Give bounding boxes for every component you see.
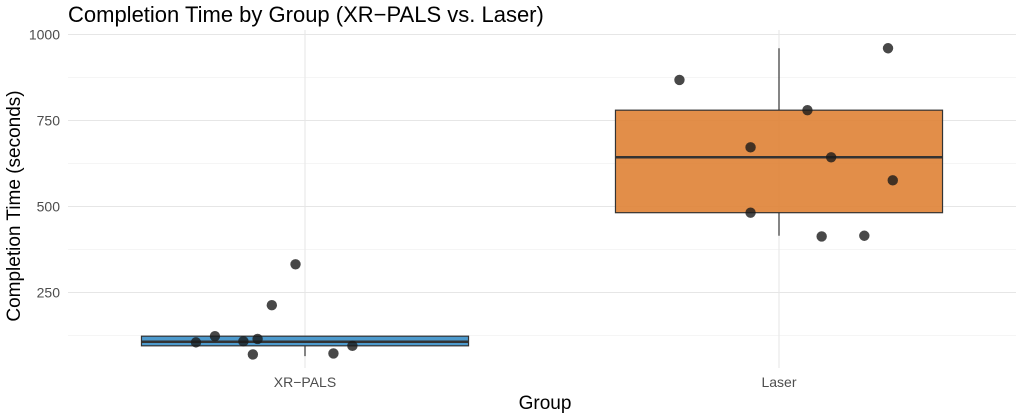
data-point (859, 230, 870, 241)
data-point (190, 337, 202, 348)
y-tick-label: 750 (37, 113, 61, 129)
data-point (266, 300, 278, 311)
boxes (140, 48, 944, 357)
y-tick-label: 1000 (29, 27, 60, 43)
data-point (882, 43, 894, 54)
x-axis-ticks: XR−PALS Laser (274, 374, 797, 390)
data-point (290, 259, 301, 270)
y-axis-ticks: 250 500 750 1000 (29, 27, 60, 301)
gridlines (68, 30, 1016, 368)
x-axis-title: Group (519, 393, 572, 414)
data-point (745, 142, 756, 153)
data-point (887, 175, 898, 186)
y-tick-label: 500 (37, 199, 61, 215)
data-point (252, 333, 263, 345)
data-point (745, 207, 756, 218)
data-point (209, 330, 221, 342)
y-axis-title: Completion Time (seconds) (4, 90, 25, 321)
data-point (328, 348, 339, 359)
y-tick-label: 250 (37, 285, 61, 301)
data-point (802, 104, 813, 116)
data-point (816, 231, 827, 242)
data-point (825, 152, 837, 163)
data-point (674, 74, 685, 86)
box-1 (614, 109, 944, 214)
data-points (190, 43, 898, 360)
x-tick-label: Laser (761, 374, 796, 390)
chart-title: Completion Time by Group (XR−PALS vs. La… (68, 2, 544, 27)
data-point (347, 340, 358, 352)
data-point (247, 349, 259, 360)
x-tick-label: XR−PALS (274, 374, 336, 390)
data-point (238, 336, 249, 347)
